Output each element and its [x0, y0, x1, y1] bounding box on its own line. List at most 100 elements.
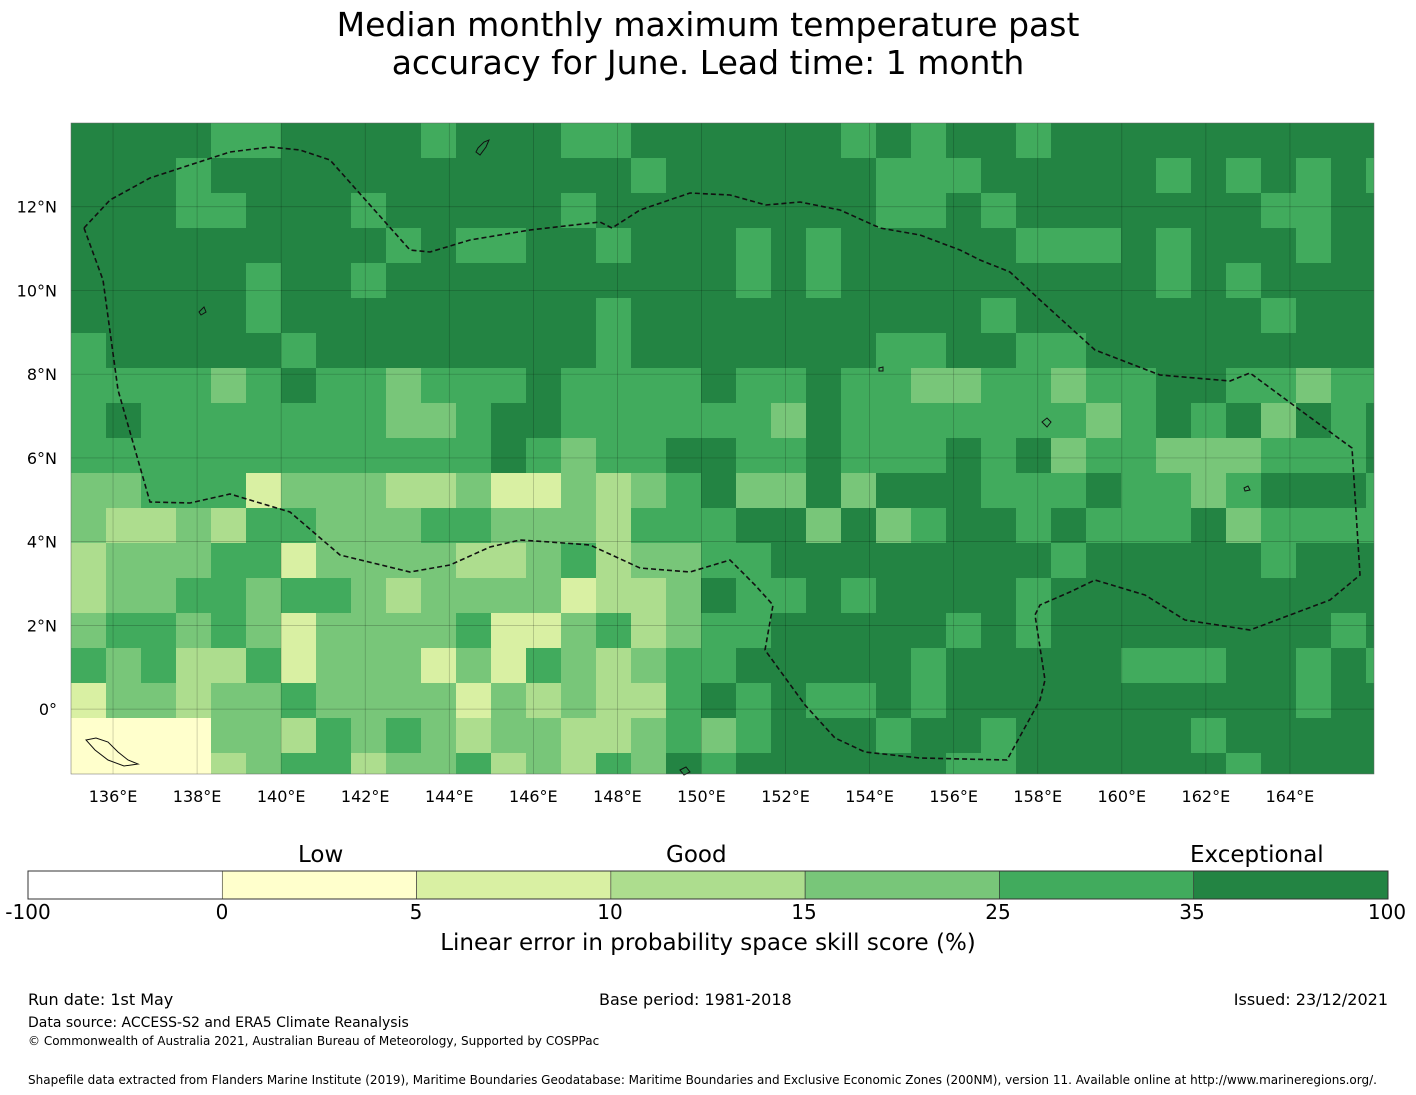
grid-cell [491, 718, 526, 753]
grid-cell [421, 403, 456, 438]
grid-cell [1121, 683, 1156, 718]
grid-cell [141, 193, 176, 228]
grid-cell [1086, 508, 1121, 543]
grid-cell [946, 123, 981, 158]
grid-cell [1226, 333, 1261, 368]
colorbar-tick-0: -100 [5, 900, 51, 924]
grid-cell [771, 613, 806, 648]
grid-cell [841, 263, 876, 298]
grid-cell [876, 403, 911, 438]
skill-score-map: 136°E 138°E 140°E 142°E 144°E 146°E 148°E 150°E… [17, 122, 1375, 806]
grid-cell [246, 718, 281, 753]
grid-cell [316, 403, 351, 438]
grid-cell [631, 228, 666, 263]
grid-cell [71, 473, 106, 508]
grid-cell [911, 263, 946, 298]
grid-cell [211, 718, 246, 753]
grid-cell [421, 368, 456, 403]
grid-cell [1051, 158, 1086, 193]
grid-cell [1121, 298, 1156, 333]
grid-cell [841, 508, 876, 543]
grid-cell [1016, 613, 1051, 648]
grid-cell [71, 158, 106, 193]
grid-cell [1261, 158, 1296, 193]
grid-cell [176, 403, 211, 438]
grid-cell [631, 193, 666, 228]
grid-cell [106, 718, 141, 753]
grid-cell [106, 683, 141, 718]
y-tick-label: 8°N [27, 365, 57, 384]
grid-cell [631, 333, 666, 368]
grid-cell [1261, 123, 1296, 158]
grid-cell [1156, 403, 1191, 438]
grid-cell [876, 298, 911, 333]
grid-cell [701, 123, 736, 158]
grid-cell [246, 368, 281, 403]
grid-cell [1121, 438, 1156, 473]
grid-cell [666, 193, 701, 228]
grid-cell [281, 648, 316, 683]
x-tick-label: 146°E [509, 787, 558, 806]
grid-cell [596, 368, 631, 403]
grid-cell [911, 438, 946, 473]
grid-cell [1191, 123, 1226, 158]
grid-cell [841, 578, 876, 613]
grid-cell [771, 263, 806, 298]
grid-cell [1191, 578, 1226, 613]
grid-cell [806, 578, 841, 613]
grid-cell [596, 158, 631, 193]
grid-cell [736, 648, 771, 683]
grid-cell [281, 578, 316, 613]
grid-cell [71, 438, 106, 473]
grid-cell [1156, 158, 1191, 193]
grid-cell [1121, 228, 1156, 263]
grid-cell [666, 683, 701, 718]
grid-cell [631, 438, 666, 473]
grid-cell [1051, 333, 1086, 368]
grid-cell [141, 368, 176, 403]
grid-cell [1366, 193, 1374, 228]
grid-cell [456, 123, 491, 158]
grid-cell [981, 613, 1016, 648]
grid-cell [1261, 228, 1296, 263]
grid-cell [946, 683, 981, 718]
grid-cell [1016, 438, 1051, 473]
y-tick-label: 2°N [27, 616, 57, 635]
grid-cell [701, 753, 736, 774]
grid-cell [631, 683, 666, 718]
grid-cell [806, 298, 841, 333]
grid-cell [176, 298, 211, 333]
grid-cell [701, 508, 736, 543]
grid-cell [211, 333, 246, 368]
grid-cell [666, 228, 701, 263]
grid-cell [1156, 368, 1191, 403]
grid-cell [701, 298, 736, 333]
grid-cell [71, 123, 106, 158]
grid-cell [561, 718, 596, 753]
grid-cell [1226, 263, 1261, 298]
grid-cell [1296, 613, 1331, 648]
colorbar-tick-3: 10 [597, 900, 623, 924]
data-source: Data source: ACCESS-S2 and ERA5 Climate … [28, 1015, 409, 1031]
grid-cell [981, 648, 1016, 683]
grid-cell [666, 753, 701, 774]
grid-cell [246, 438, 281, 473]
grid-cell [526, 718, 561, 753]
grid-cell [806, 753, 841, 774]
grid-cell [526, 158, 561, 193]
grid-cell [1261, 718, 1296, 753]
grid-cell [981, 263, 1016, 298]
grid-cell [1156, 123, 1191, 158]
grid-cell [596, 543, 631, 578]
grid-cell [736, 543, 771, 578]
grid-cell [806, 228, 841, 263]
grid-cell [946, 298, 981, 333]
grid-cell [316, 123, 351, 158]
grid-cell [176, 683, 211, 718]
grid-cell [561, 578, 596, 613]
grid-cell [1051, 438, 1086, 473]
grid-cell [701, 333, 736, 368]
colorbar-segment [27, 870, 223, 900]
grid-cell [911, 578, 946, 613]
x-tick-label: 144°E [425, 787, 474, 806]
